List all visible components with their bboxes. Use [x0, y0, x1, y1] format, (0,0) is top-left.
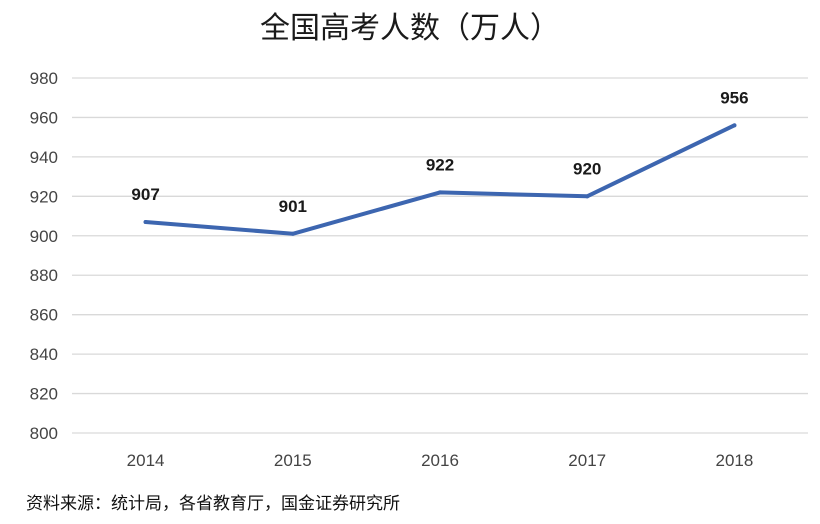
data-point	[290, 231, 295, 236]
x-tick-label: 2017	[568, 451, 606, 470]
series-line	[143, 123, 737, 236]
data-label: 901	[279, 197, 307, 216]
y-tick-label: 900	[30, 227, 58, 246]
y-tick-label: 980	[30, 69, 58, 88]
data-labels: 907 901 922 920 956	[131, 88, 748, 215]
data-label: 920	[573, 159, 601, 178]
data-point	[438, 190, 442, 195]
gridlines	[72, 77, 808, 434]
y-axis-ticks: 800 820 840 860 880 900 920 940 960 980	[30, 69, 58, 443]
x-tick-label: 2015	[274, 451, 312, 470]
y-tick-label: 960	[30, 108, 58, 127]
y-tick-label: 940	[30, 148, 58, 167]
chart-title: 全国高考人数（万人）	[260, 11, 560, 46]
data-point	[732, 123, 737, 128]
y-tick-label: 920	[30, 187, 58, 206]
data-point	[143, 219, 148, 224]
data-label: 956	[720, 88, 748, 107]
y-tick-label: 820	[30, 385, 58, 404]
data-label: 922	[426, 155, 454, 174]
y-tick-label: 860	[30, 306, 58, 325]
y-tick-label: 800	[30, 424, 58, 443]
x-tick-label: 2016	[421, 451, 459, 470]
source-note: 资料来源：统计局，各省教育厅，国金证券研究所	[26, 494, 400, 514]
x-tick-label: 2018	[715, 451, 753, 470]
y-tick-label: 840	[30, 345, 58, 364]
x-tick-label: 2014	[127, 451, 165, 470]
y-tick-label: 880	[30, 266, 58, 285]
data-point	[585, 194, 590, 199]
x-axis-ticks: 2014 2015 2016 2017 2018	[127, 451, 754, 470]
data-label: 907	[131, 185, 159, 204]
series-group	[143, 123, 737, 236]
